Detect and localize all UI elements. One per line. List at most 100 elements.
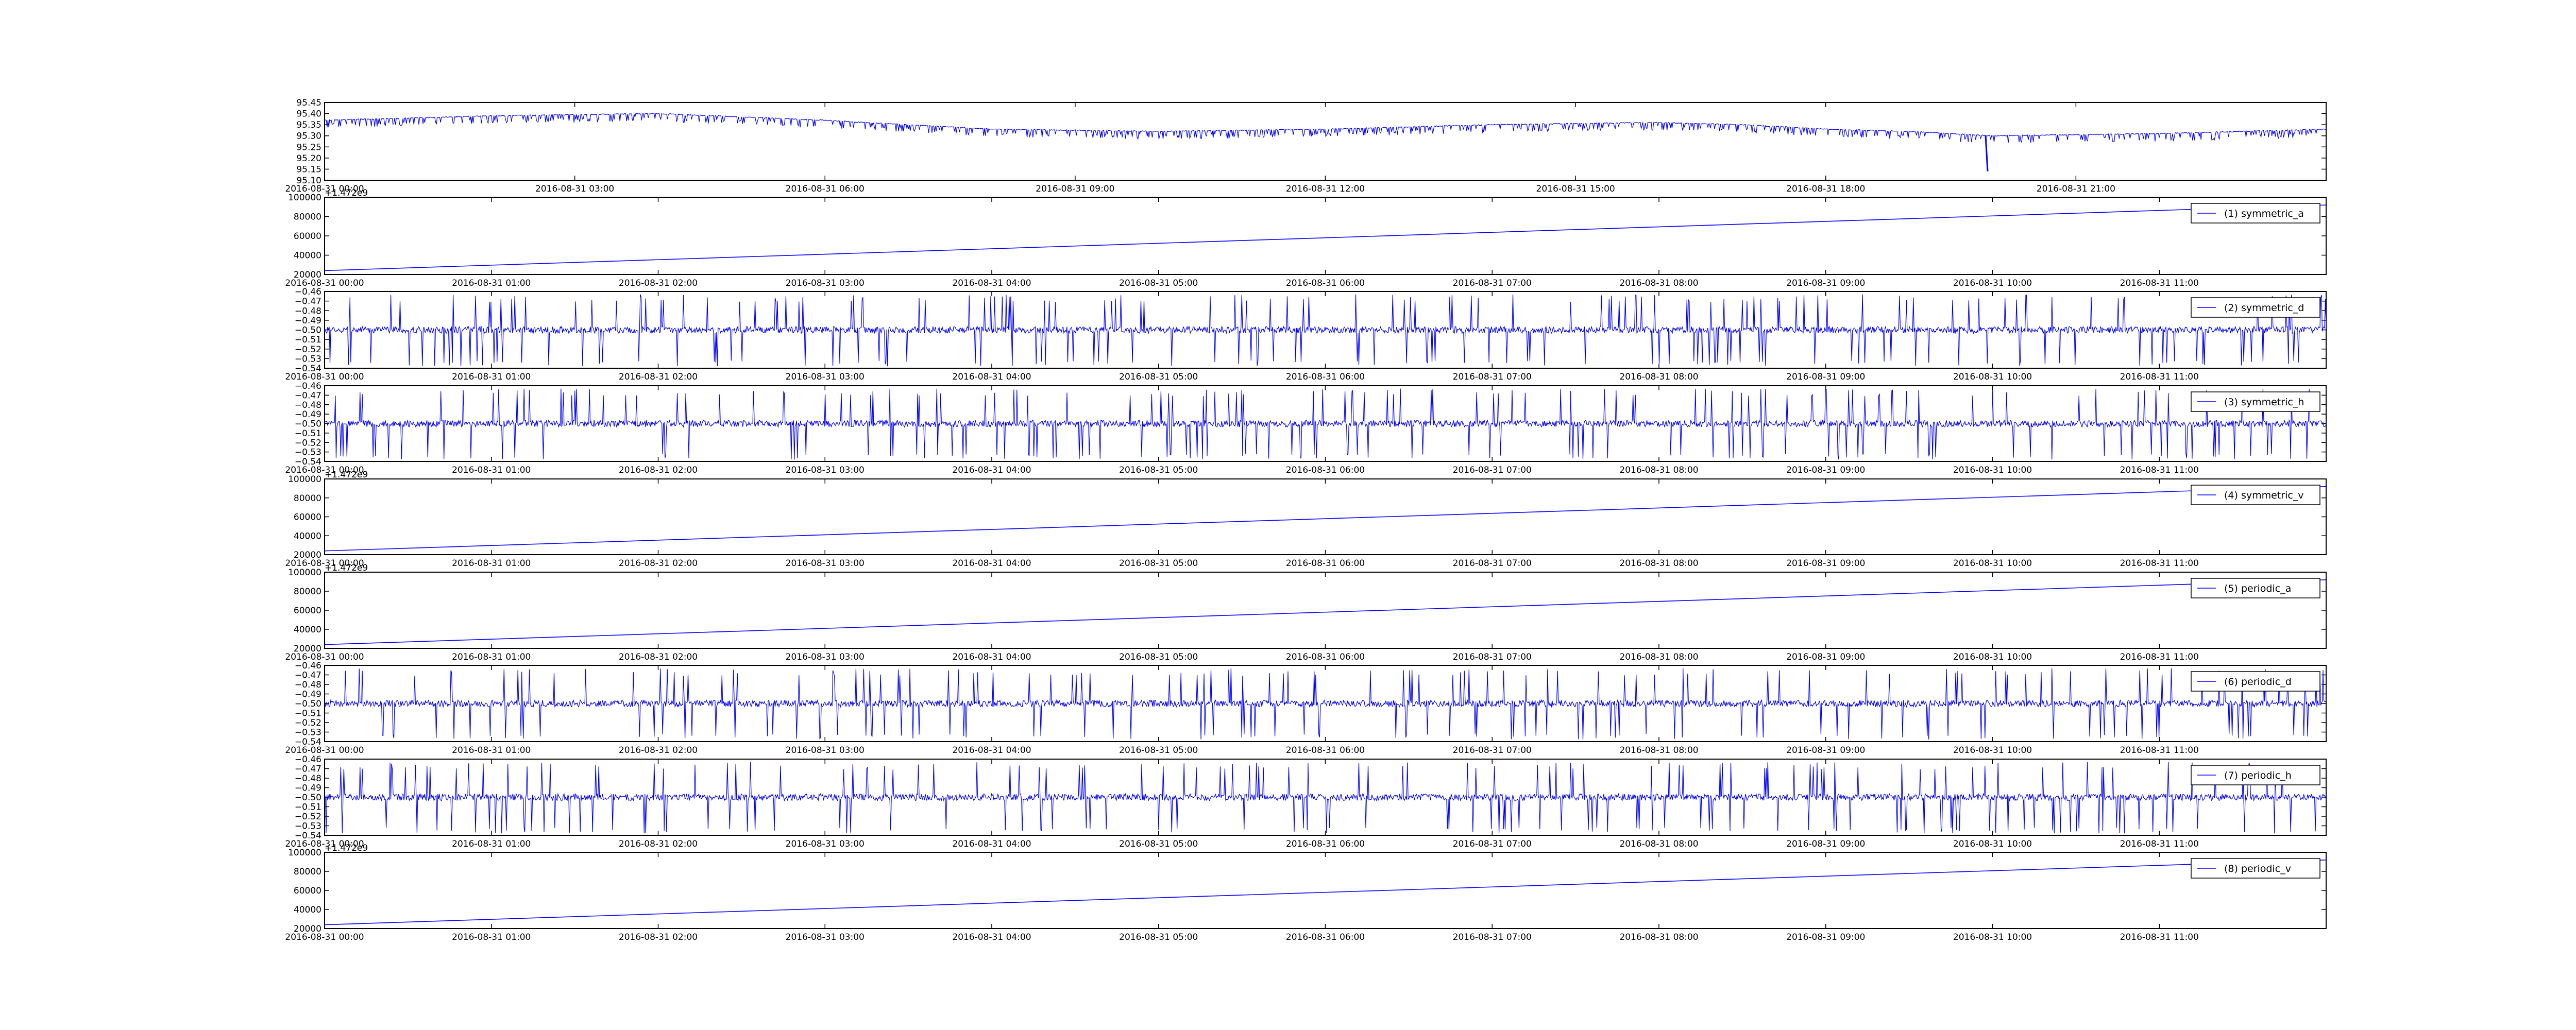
x-tick-label: 2016-08-31 02:00 <box>619 372 698 382</box>
y-tick-label: 20000 <box>294 270 321 280</box>
x-tick-label: 2016-08-31 01:00 <box>452 652 531 662</box>
y-tick-label: 40000 <box>294 531 321 541</box>
y-tick-label: −0.52 <box>295 812 321 822</box>
x-tick-label: 2016-08-31 15:00 <box>1536 184 1615 194</box>
y-tick-label: −0.50 <box>295 699 321 709</box>
x-tick-label: 2016-08-31 07:00 <box>1453 372 1532 382</box>
x-tick-label: 2016-08-31 07:00 <box>1453 465 1532 475</box>
y-tick-label: 100000 <box>288 848 321 858</box>
panel-4: (3) symmetric_h <box>324 385 2327 462</box>
legend: (7) periodic_h <box>2191 765 2320 785</box>
y-tick-label: 100000 <box>288 474 321 485</box>
y-tick-label: −0.47 <box>295 390 321 401</box>
y-tick-label: 60000 <box>294 512 321 523</box>
axis-offset-label: +1.472e9 <box>325 843 368 853</box>
x-tick-label: 2016-08-31 08:00 <box>1619 932 1698 942</box>
x-tick-label: 2016-08-31 06:00 <box>1286 372 1365 382</box>
series-line <box>324 486 2327 552</box>
x-tick-label: 2016-08-31 04:00 <box>952 932 1031 942</box>
y-tick-label: −0.54 <box>295 457 321 467</box>
x-tick-label: 2016-08-31 00:00 <box>285 372 364 382</box>
x-tick-label: 2016-08-31 02:00 <box>619 652 698 662</box>
x-tick-label: 2016-08-31 03:00 <box>786 372 865 382</box>
series-line <box>324 762 2327 834</box>
x-tick-label: 2016-08-31 11:00 <box>2120 278 2199 288</box>
y-tick-label: 60000 <box>294 886 321 896</box>
x-tick-label: 2016-08-31 05:00 <box>1119 558 1198 569</box>
y-tick-label: −0.47 <box>295 297 321 307</box>
y-tick-label: 40000 <box>294 251 321 261</box>
y-tick-label: 95.35 <box>296 120 321 130</box>
y-tick-label: −0.51 <box>295 428 321 439</box>
x-tick-label: 2016-08-31 09:00 <box>1786 278 1865 288</box>
series-line <box>324 860 2327 925</box>
x-tick-label: 2016-08-31 11:00 <box>2120 465 2199 475</box>
x-tick-label: 2016-08-31 00:00 <box>285 745 364 756</box>
legend-label-8-periodic-v: (8) periodic_v <box>2224 863 2291 874</box>
legend-label-3-symmetric-h: (3) symmetric_h <box>2224 397 2304 408</box>
y-tick-label: −0.52 <box>295 438 321 448</box>
y-tick-label: −0.46 <box>295 661 321 671</box>
x-tick-label: 2016-08-31 09:00 <box>1786 372 1865 382</box>
y-tick-label: −0.49 <box>295 316 321 326</box>
y-tick-label: −0.52 <box>295 718 321 728</box>
x-tick-label: 2016-08-31 05:00 <box>1119 372 1198 382</box>
y-tick-label: 95.30 <box>296 131 321 142</box>
y-tick-label: −0.46 <box>295 754 321 765</box>
panel-2: (1) symmetric_a <box>324 197 2327 275</box>
x-tick-label: 2016-08-31 08:00 <box>1619 372 1698 382</box>
x-tick-label: 2016-08-31 10:00 <box>1953 652 2032 662</box>
y-tick-label: 40000 <box>294 905 321 915</box>
x-tick-label: 2016-08-31 11:00 <box>2120 932 2199 942</box>
x-tick-label: 2016-08-31 01:00 <box>452 932 531 942</box>
x-tick-label: 2016-08-31 01:00 <box>452 558 531 569</box>
y-tick-label: −0.48 <box>295 400 321 410</box>
y-tick-label: −0.53 <box>295 354 321 364</box>
panel-1 <box>324 102 2327 181</box>
x-tick-label: 2016-08-31 00:00 <box>285 558 364 569</box>
x-tick-label: 2016-08-31 06:00 <box>1286 465 1365 475</box>
x-tick-label: 2016-08-31 04:00 <box>952 278 1031 288</box>
y-tick-label: 80000 <box>294 587 321 597</box>
x-tick-label: 2016-08-31 09:00 <box>1786 558 1865 569</box>
x-tick-label: 2016-08-31 00:00 <box>285 465 364 475</box>
axes-frame <box>324 572 2327 649</box>
legend-label-2-symmetric-d: (2) symmetric_d <box>2224 302 2304 314</box>
x-tick-label: 2016-08-31 07:00 <box>1453 558 1532 569</box>
series-line <box>324 668 2327 740</box>
y-tick-label: −0.51 <box>295 802 321 813</box>
axes-frame <box>324 478 2327 555</box>
y-tick-label: −0.49 <box>295 783 321 794</box>
series-line <box>324 294 2327 367</box>
x-tick-label: 2016-08-31 04:00 <box>952 465 1031 475</box>
legend-label-6-periodic-d: (6) periodic_d <box>2224 676 2292 688</box>
axis-offset-label: +1.472e9 <box>325 188 368 198</box>
y-tick-label: −0.54 <box>295 737 321 747</box>
x-tick-label: 2016-08-31 06:00 <box>1286 558 1365 569</box>
y-tick-label: 100000 <box>288 568 321 578</box>
axes-frame <box>324 197 2327 275</box>
x-tick-label: 2016-08-31 05:00 <box>1119 652 1198 662</box>
y-tick-label: −0.48 <box>295 306 321 316</box>
x-tick-label: 2016-08-31 06:00 <box>1286 745 1365 756</box>
x-tick-label: 2016-08-31 00:00 <box>285 278 364 288</box>
legend: (5) periodic_a <box>2191 578 2320 598</box>
x-tick-label: 2016-08-31 10:00 <box>1953 465 2032 475</box>
y-tick-label: 95.25 <box>296 142 321 152</box>
x-tick-label: 2016-08-31 02:00 <box>619 932 698 942</box>
x-tick-label: 2016-08-31 09:00 <box>1036 184 1114 194</box>
x-tick-label: 2016-08-31 09:00 <box>1786 745 1865 756</box>
x-tick-label: 2016-08-31 11:00 <box>2120 558 2199 569</box>
x-tick-label: 2016-08-31 09:00 <box>1786 932 1865 942</box>
y-tick-label: −0.54 <box>295 831 321 841</box>
legend-label-7-periodic-h: (7) periodic_h <box>2224 770 2292 781</box>
x-tick-label: 2016-08-31 04:00 <box>952 372 1031 382</box>
x-tick-label: 2016-08-31 05:00 <box>1119 839 1198 849</box>
panel-3: (2) symmetric_d <box>324 291 2327 369</box>
x-tick-label: 2016-08-31 08:00 <box>1619 839 1698 849</box>
y-tick-label: 80000 <box>294 212 321 222</box>
axis-offset-label: +1.472e9 <box>325 563 368 573</box>
x-tick-label: 2016-08-31 06:00 <box>1286 652 1365 662</box>
x-tick-label: 2016-08-31 09:00 <box>1786 839 1865 849</box>
series-line <box>324 579 2327 645</box>
